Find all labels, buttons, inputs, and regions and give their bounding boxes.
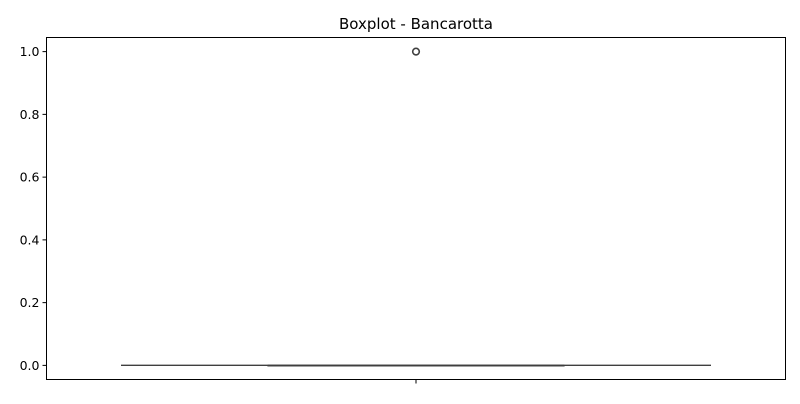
- outlier-point: [411, 47, 421, 56]
- y-tick-label: 0.8: [20, 107, 40, 122]
- y-tick-label: 0.4: [20, 232, 40, 247]
- y-tick-label: 1.0: [20, 44, 40, 59]
- y-tick-label: 0.6: [20, 170, 40, 185]
- chart-title: Boxplot - Bancarotta: [339, 15, 493, 33]
- plot-area: 0.0 0.2 0.4 0.6 0.8 1.0: [20, 44, 711, 384]
- y-tick-label: 0.2: [20, 295, 40, 310]
- axes-frame: [46, 37, 786, 380]
- y-tick-label: 0.0: [20, 358, 40, 373]
